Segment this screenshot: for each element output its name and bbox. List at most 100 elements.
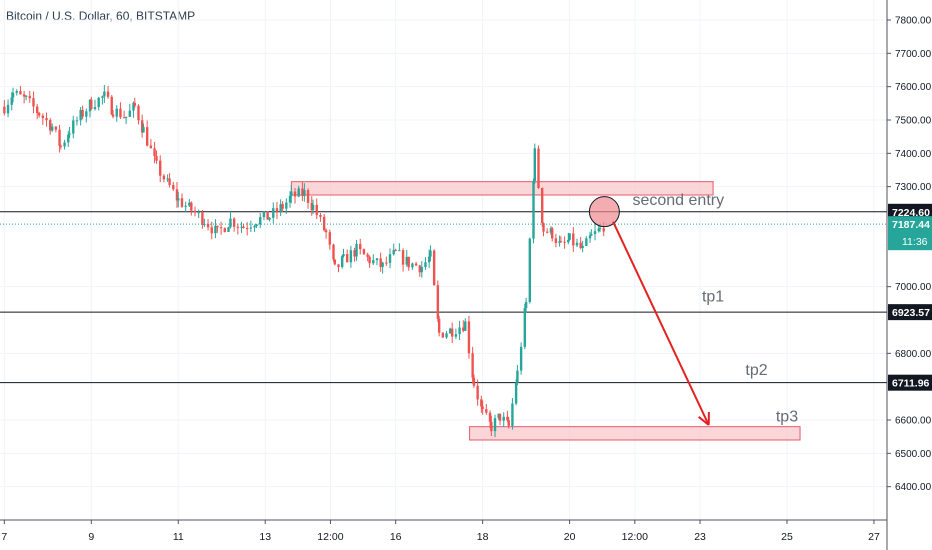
candle-body xyxy=(558,241,561,244)
arrow-head xyxy=(698,416,710,426)
candle-body xyxy=(493,418,497,432)
candle-body xyxy=(67,134,70,143)
level-price-label: 7224.60 xyxy=(892,207,930,219)
candle-body xyxy=(88,99,92,112)
candle-body xyxy=(480,399,483,407)
candle-body xyxy=(149,145,153,149)
time-tick-label: 7 xyxy=(1,531,7,543)
candle-body xyxy=(142,127,145,133)
candle-body xyxy=(532,180,535,239)
time-tick-label: 12:00 xyxy=(622,531,648,543)
candle-body xyxy=(405,256,408,265)
price-tick-label: 7800.00 xyxy=(895,16,932,27)
candle-body xyxy=(563,241,566,243)
candle-body xyxy=(585,238,588,246)
candle-body xyxy=(472,377,476,386)
candle-body xyxy=(3,106,6,114)
candle-body xyxy=(232,218,236,227)
candle-body xyxy=(90,99,93,109)
candle-body xyxy=(437,318,441,333)
candle-body xyxy=(554,238,558,244)
candle-body xyxy=(293,191,297,197)
candle-body xyxy=(511,403,514,426)
price-tick-label: 7700.00 xyxy=(895,49,932,60)
candle-body xyxy=(590,234,593,236)
candle-body xyxy=(137,105,140,121)
candle-body xyxy=(598,228,602,230)
candle-body xyxy=(559,241,563,243)
candle-body xyxy=(285,202,288,209)
candle-body xyxy=(481,406,484,410)
candle-body xyxy=(375,258,379,261)
candle-body xyxy=(229,218,232,228)
candle-body xyxy=(85,111,88,117)
candle-body xyxy=(488,412,492,422)
candle-body xyxy=(568,233,571,240)
candle-body xyxy=(245,228,249,230)
candle-body xyxy=(319,214,322,217)
candle-body xyxy=(572,233,575,246)
candle-body xyxy=(219,227,223,229)
candle-body xyxy=(385,262,388,264)
candle-body xyxy=(523,307,527,347)
price-tick-label: 7600.00 xyxy=(895,82,932,93)
candle-body xyxy=(441,332,445,338)
candle-body xyxy=(106,91,110,97)
candle-body xyxy=(458,327,461,335)
candle-body xyxy=(359,243,362,250)
candle-body xyxy=(227,227,230,232)
candle-body xyxy=(119,108,122,118)
candle-body xyxy=(72,120,75,134)
candle-body xyxy=(153,148,156,157)
candle-body xyxy=(35,106,39,114)
candle-body xyxy=(516,370,519,383)
candle-body xyxy=(368,256,371,264)
candle-body xyxy=(63,142,66,147)
candle-body xyxy=(546,231,549,233)
candle-body xyxy=(97,97,100,108)
candle-body xyxy=(197,212,200,214)
time-tick-label: 9 xyxy=(88,531,94,543)
annotation-label: second entry xyxy=(632,192,724,209)
candle-body xyxy=(242,226,245,229)
candle-body xyxy=(349,250,353,263)
candle-body xyxy=(519,346,523,371)
candle-body xyxy=(6,104,10,114)
time-tick-label: 11 xyxy=(173,531,184,543)
candle-body xyxy=(567,239,570,243)
level-price-tag xyxy=(888,374,932,391)
candle-body xyxy=(502,416,505,421)
candle-body xyxy=(602,228,605,232)
price-tick-label: 6500.00 xyxy=(895,449,932,460)
candle-body xyxy=(462,327,465,331)
candle-body xyxy=(184,205,187,207)
time-tick-label: 16 xyxy=(390,531,402,543)
candle-body xyxy=(429,250,432,257)
candle-body xyxy=(81,109,84,117)
candle-body xyxy=(541,187,544,224)
candle-body xyxy=(414,263,418,266)
candle-body xyxy=(75,120,79,122)
candle-body xyxy=(15,90,18,93)
price-tick-label: 6600.00 xyxy=(895,416,932,427)
candle-body xyxy=(59,145,63,147)
candle-body xyxy=(216,225,219,228)
candle-body xyxy=(32,98,35,107)
candle-body xyxy=(514,382,518,404)
candle-body xyxy=(398,250,401,252)
candle-body xyxy=(528,238,532,302)
candle-body xyxy=(450,328,454,337)
candle-body xyxy=(253,226,256,228)
candle-body xyxy=(581,245,584,249)
candle-body xyxy=(223,228,226,232)
candle-body xyxy=(333,259,336,265)
candle-body xyxy=(322,216,326,231)
candle-body xyxy=(175,189,179,201)
time-tick-label: 23 xyxy=(694,531,706,543)
candle-body xyxy=(22,94,26,97)
candle-body xyxy=(41,115,45,119)
candle-body xyxy=(379,258,382,267)
candle-body xyxy=(19,90,22,95)
candle-body xyxy=(432,250,436,286)
